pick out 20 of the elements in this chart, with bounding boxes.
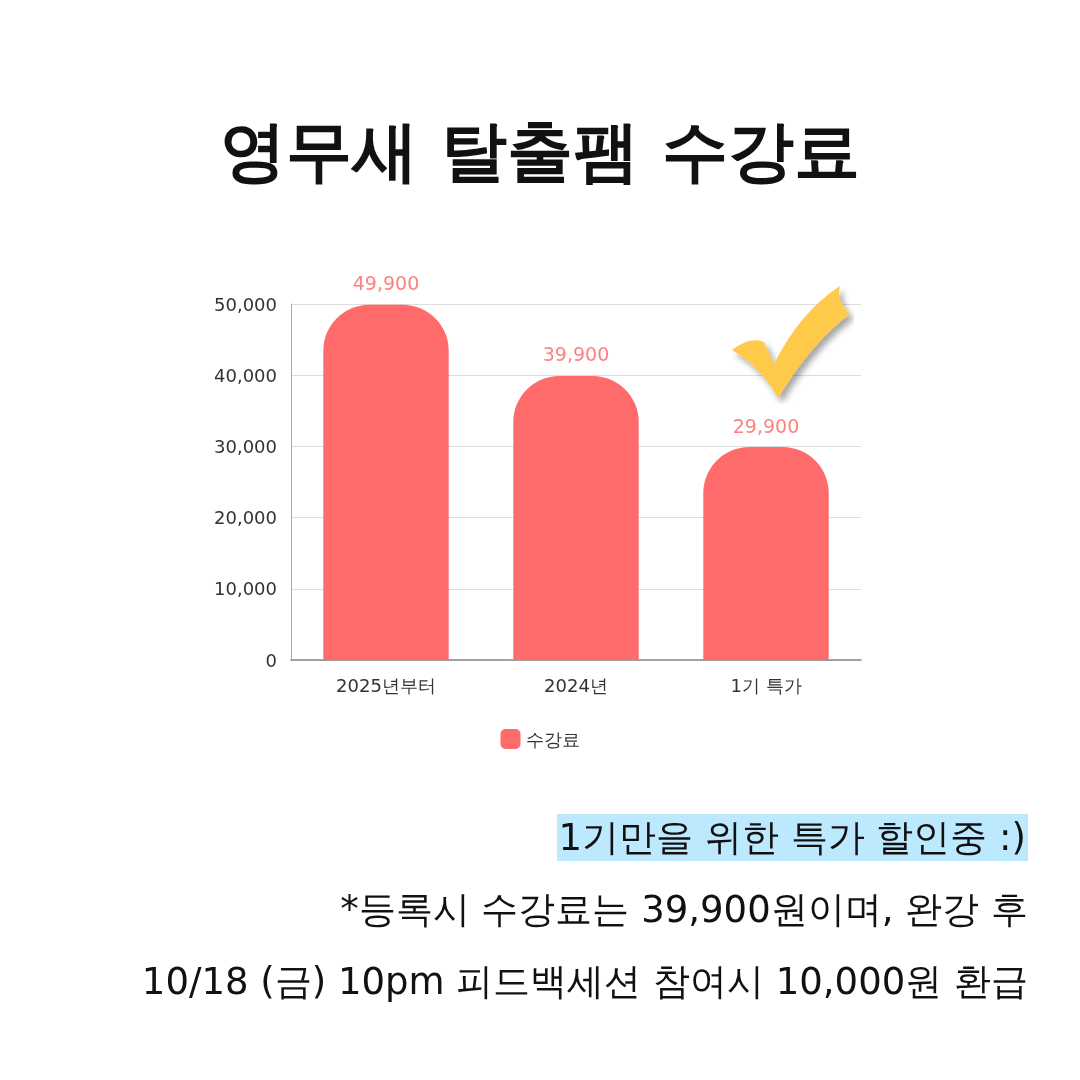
x-tick-label: 2024년	[544, 674, 608, 696]
y-tick-label: 50,000	[214, 293, 277, 315]
x-tick-label: 1기 특가	[730, 674, 802, 696]
data-label: 29,900	[732, 414, 800, 437]
text: 10/18 (금) 10pm 피드백세션 참여시 10,000원 환급	[141, 960, 1028, 1003]
y-tick-label: 20,000	[214, 507, 277, 529]
data-label: 49,900	[352, 272, 420, 295]
text: 1기만을 위한 특가 할인중 :)	[556, 814, 1028, 861]
chart-title: 영무새 탈출팸 수강료	[219, 112, 861, 192]
bar	[703, 447, 829, 660]
data-label: 39,900	[542, 343, 610, 366]
x-tick-label: 2025년부터	[336, 674, 436, 696]
text: *등록시 수강료는 39,900원이며, 완강 후	[340, 888, 1028, 931]
y-tick-label: 10,000	[214, 578, 277, 600]
y-tick-label: 40,000	[214, 364, 277, 386]
bar	[323, 304, 449, 660]
y-tick-label: 0	[265, 649, 277, 671]
bar	[513, 375, 639, 660]
legend-label: 수강료	[525, 728, 580, 750]
y-tick-label: 30,000	[214, 435, 277, 457]
